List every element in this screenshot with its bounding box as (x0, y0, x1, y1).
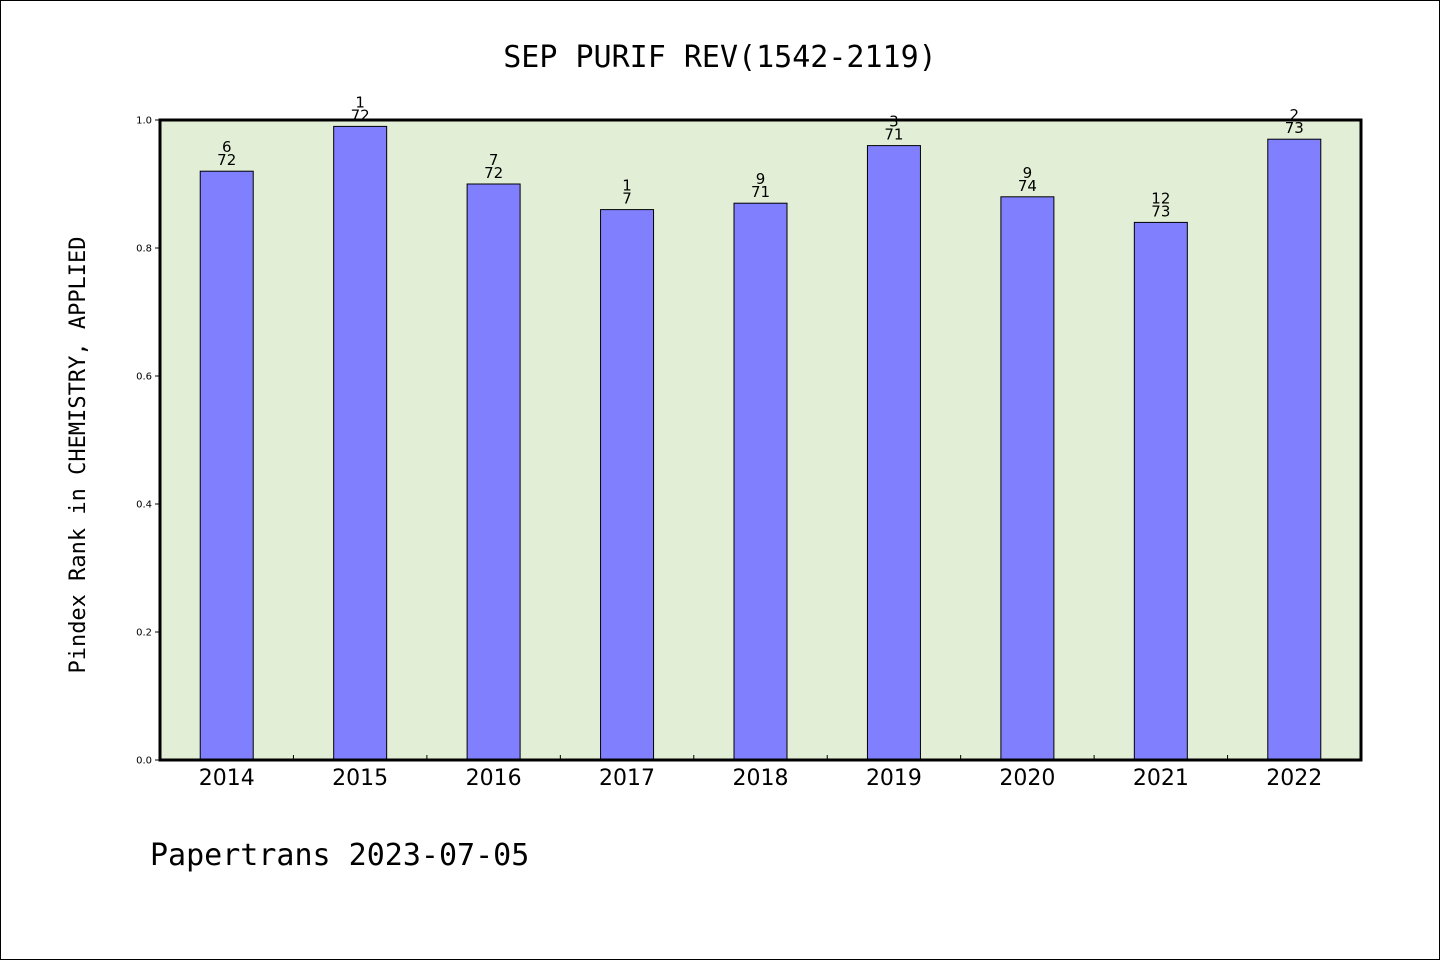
bar-rank-label: 9 (1023, 164, 1033, 182)
bar-total-label: 7 (622, 190, 632, 208)
bar-total-label: 72 (217, 151, 236, 169)
x-tick-label: 2022 (1266, 766, 1322, 791)
y-tick-label: 1.0 (136, 116, 152, 127)
plot-border (158, 118, 1363, 762)
bar-total-label: 73 (1151, 202, 1170, 220)
y-tick-label: 0.8 (136, 244, 152, 255)
x-tick-label: 2015 (332, 766, 388, 791)
y-tick-label: 0.2 (136, 628, 152, 639)
bar-rank-label: 12 (1151, 189, 1170, 207)
bar-2022 (1267, 138, 1322, 761)
bar-2017 (600, 209, 655, 761)
bar-total-label: 71 (751, 183, 770, 201)
y-tick-label: 0.6 (136, 372, 152, 383)
x-tick-label: 2020 (999, 766, 1055, 791)
y-tick-label: 0.0 (136, 756, 152, 767)
bar-total-label: 73 (1285, 119, 1304, 137)
x-tick-label: 2016 (466, 766, 522, 791)
bar-2016 (466, 183, 521, 761)
bar-rank-label: 2 (1290, 106, 1300, 124)
bar-rank-label: 9 (756, 170, 766, 188)
x-tick-label: 2014 (199, 766, 255, 791)
bar-2020 (1000, 196, 1055, 761)
bar-total-label: 71 (884, 126, 903, 144)
chart-title: SEP PURIF REV(1542-2119) (503, 40, 936, 75)
bar-2021 (1133, 221, 1188, 761)
bar-rank-label: 6 (222, 138, 232, 156)
y-tick-label: 0.4 (136, 500, 152, 511)
x-tick-label: 2017 (599, 766, 655, 791)
bar-total-label: 74 (1018, 177, 1037, 195)
x-tick-label: 2019 (866, 766, 922, 791)
bar-2014 (199, 170, 254, 761)
y-axis-label: Pindex Rank in CHEMISTRY, APPLIED (66, 236, 91, 673)
bar-2019 (866, 145, 921, 761)
x-tick-label: 2021 (1133, 766, 1189, 791)
footer-text: Papertrans 2023-07-05 (150, 838, 529, 873)
bar-total-label: 72 (484, 164, 503, 182)
bar-total-label: 72 (351, 106, 370, 124)
x-tick-label: 2018 (733, 766, 789, 791)
bar-2015 (333, 125, 388, 761)
bar-rank-label: 3 (889, 113, 899, 131)
bar-rank-label: 7 (489, 151, 499, 169)
bar-rank-label: 1 (355, 93, 365, 111)
bar-2018 (733, 202, 788, 761)
bar-rank-label: 1 (622, 177, 632, 195)
